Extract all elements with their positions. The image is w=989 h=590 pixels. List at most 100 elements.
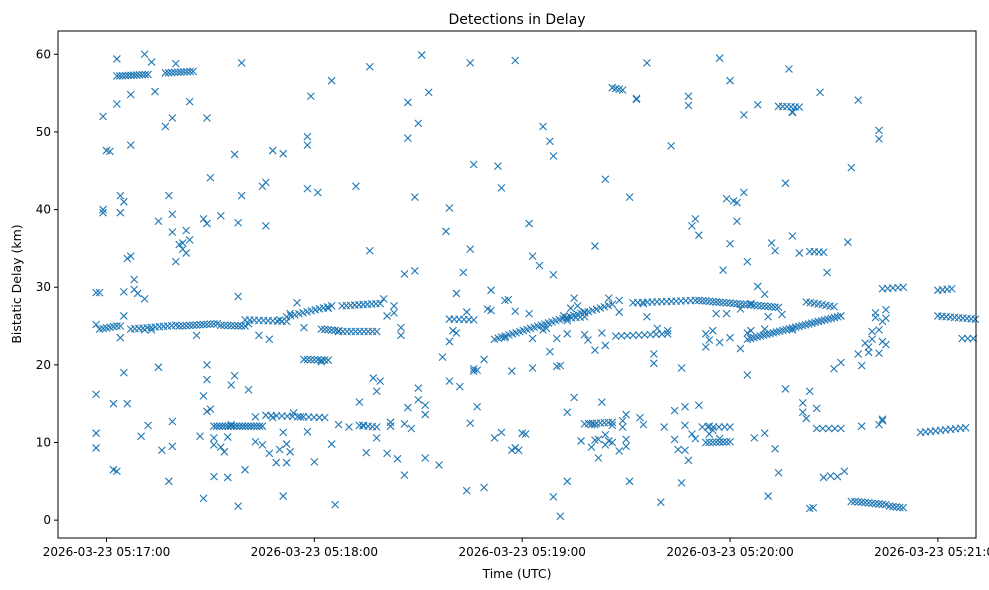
detection-point <box>203 375 211 384</box>
detection-point <box>708 426 717 434</box>
detection-point <box>577 437 585 445</box>
detection-point <box>634 331 643 339</box>
detection-point <box>116 322 125 330</box>
detection-point <box>313 188 322 197</box>
detection-point <box>473 402 482 411</box>
detection-point <box>611 332 620 341</box>
detection-point <box>615 296 624 305</box>
detection-point <box>216 211 225 220</box>
detection-point <box>355 398 364 407</box>
detection-point <box>798 399 807 407</box>
detection-point <box>185 97 194 106</box>
detection-point <box>126 90 135 99</box>
detection-point <box>414 119 423 128</box>
detection-point <box>400 471 409 479</box>
detection-point <box>622 442 631 451</box>
detection-point <box>92 320 100 329</box>
detection-point <box>206 173 215 182</box>
detection-point <box>212 422 221 431</box>
detection-point <box>823 268 831 277</box>
detection-point <box>372 433 381 442</box>
detection-point <box>563 329 572 338</box>
detection-point <box>788 108 797 117</box>
detection-point <box>563 316 572 325</box>
detection-point <box>170 68 179 77</box>
detection-point <box>227 321 236 330</box>
y-tick-label: 0 <box>43 513 51 527</box>
detection-point <box>705 438 714 447</box>
detection-point <box>164 191 173 200</box>
detection-point <box>617 331 626 340</box>
detection-point <box>618 86 627 94</box>
x-tick-label: 2026-03-23 05:20:00 <box>666 545 793 559</box>
detection-point <box>625 193 634 202</box>
detection-point <box>178 321 187 330</box>
detection-point <box>539 122 547 131</box>
detection-point <box>875 126 883 135</box>
detection-point <box>303 184 312 193</box>
x-tick-label: 2026-03-23 05:21:00 <box>874 545 989 559</box>
detection-point <box>726 299 734 308</box>
detection-point <box>864 348 873 357</box>
detection-point <box>837 358 845 367</box>
detection-point <box>126 141 135 150</box>
detection-point <box>310 458 319 466</box>
detection-point <box>265 449 274 458</box>
detection-point <box>168 210 177 219</box>
detection-point <box>594 454 603 462</box>
detection-point <box>643 58 651 67</box>
detection-point <box>701 438 710 447</box>
detection-point <box>871 499 880 508</box>
detection-point <box>218 422 227 431</box>
detection-point <box>147 326 156 334</box>
detection-point <box>237 191 246 200</box>
detection-point <box>597 329 606 337</box>
detection-point <box>868 327 876 336</box>
detection-point <box>720 423 729 431</box>
detection-point <box>812 404 821 413</box>
detection-point <box>376 377 385 386</box>
detection-point <box>424 88 433 97</box>
detection-point <box>144 70 152 79</box>
detection-point <box>670 435 679 444</box>
detection-point <box>899 503 908 512</box>
detection-point <box>168 442 177 451</box>
detection-point <box>715 423 723 431</box>
detection-point <box>652 330 661 339</box>
detection-point <box>681 421 689 430</box>
detection-point <box>494 162 502 170</box>
y-tick-label: 40 <box>36 203 51 217</box>
detection-point <box>549 270 558 279</box>
detection-point <box>963 334 972 343</box>
detection-point <box>92 390 100 399</box>
detection-point <box>795 249 804 257</box>
detection-point <box>504 295 513 304</box>
detection-point <box>736 344 745 353</box>
detection-point <box>327 301 336 310</box>
detection-point <box>774 303 783 312</box>
detection-point <box>646 330 655 339</box>
detection-point <box>109 399 118 408</box>
detection-point <box>608 438 617 447</box>
detection-point <box>525 309 534 318</box>
detection-point <box>182 226 191 235</box>
detection-point <box>875 349 883 358</box>
detection-point <box>168 114 177 122</box>
detection-point <box>487 286 495 295</box>
detection-point <box>726 76 734 85</box>
detection-point <box>199 215 208 223</box>
detection-point <box>480 355 488 364</box>
detection-point <box>549 152 558 160</box>
detection-point <box>452 289 461 298</box>
detection-point <box>764 492 773 500</box>
detection-point <box>279 492 288 500</box>
detection-point <box>701 329 710 338</box>
detection-point <box>275 315 284 324</box>
detection-point <box>123 254 132 263</box>
detection-point <box>215 422 224 431</box>
detection-point <box>729 299 738 308</box>
detection-point <box>466 245 475 254</box>
detection-point <box>286 309 294 318</box>
detection-point <box>235 422 244 431</box>
detection-point <box>410 267 419 275</box>
